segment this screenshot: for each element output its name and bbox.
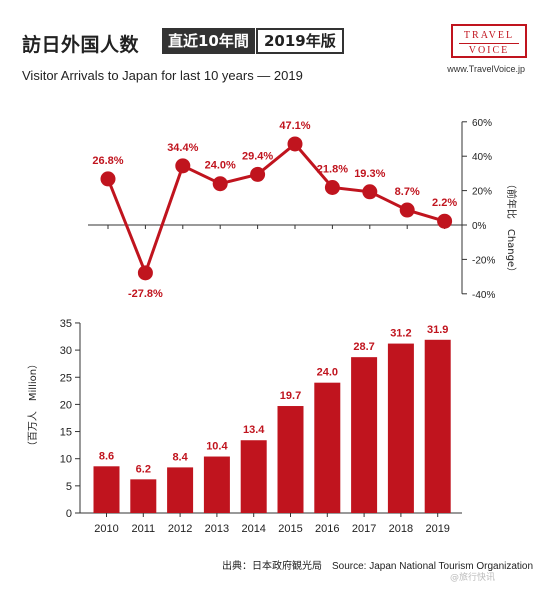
line-chart-point <box>362 184 378 200</box>
bar-chart-bar <box>240 440 267 513</box>
bar-chart-y-tick-label: 0 <box>66 508 72 520</box>
line-chart-data-label: 2.2% <box>432 197 457 209</box>
line-chart-point <box>137 265 153 281</box>
bar-chart-x-tick-label: 2013 <box>205 523 229 535</box>
line-chart-point <box>175 158 191 174</box>
bar-chart-data-label: 13.4 <box>243 424 265 436</box>
travelvoice-logo: TRAVEL VOICE <box>451 24 527 58</box>
period-badge: 直近10年間 <box>162 28 255 54</box>
watermark: @旅行快讯 <box>450 573 496 583</box>
bar-chart-y-tick-label: 5 <box>66 481 72 493</box>
edition-badge: 2019年版 <box>256 28 344 54</box>
line-chart-point <box>399 202 415 218</box>
chart-header: 訪日外国人数 直近10年間 2019年版 Visitor Arrivals to… <box>10 22 535 94</box>
bar-chart-data-label: 31.9 <box>427 324 448 336</box>
bar-chart-y-tick-label: 15 <box>60 427 72 439</box>
bar-chart-x-tick-label: 2014 <box>241 523 265 535</box>
bar-chart-bar <box>314 382 341 513</box>
line-chart-data-label: 8.7% <box>395 186 420 198</box>
line-chart-data-label: 21.8% <box>317 164 348 176</box>
bar-chart-y-tick-label: 30 <box>60 345 72 357</box>
bar-chart-bar <box>167 467 194 513</box>
bar-chart-y-tick-label: 35 <box>60 318 72 330</box>
bar-chart-data-label: 19.7 <box>280 390 301 402</box>
line-chart-y-axis-label: （前年比 Change） <box>505 179 518 277</box>
line-chart-point <box>324 180 340 196</box>
line-chart-y-tick-label: 20% <box>472 187 492 198</box>
bar-chart-x-tick-label: 2015 <box>278 523 302 535</box>
line-chart-y-tick-label: 60% <box>472 118 492 129</box>
source-note: 出典：日本政府観光局 Source: Japan National Touris… <box>222 561 534 572</box>
bar-chart-data-label: 10.4 <box>206 441 228 453</box>
chart-subtitle: Visitor Arrivals to Japan for last 10 ye… <box>22 68 303 83</box>
logo-line-voice: VOICE <box>459 43 519 57</box>
line-chart-point <box>250 166 266 182</box>
bar-chart-x-tick-label: 2012 <box>168 523 192 535</box>
bar-chart-bar <box>424 339 451 513</box>
bar-chart-bar <box>351 357 378 513</box>
bar-chart-data-label: 28.7 <box>353 341 374 353</box>
line-chart-point <box>437 213 453 229</box>
bar-chart-y-axis-label: （百万人 Million） <box>27 359 39 451</box>
bar-chart-bar <box>277 406 304 513</box>
bar-chart-x-tick-label: 2011 <box>131 523 155 535</box>
bar-chart-y-tick-label: 10 <box>60 454 72 466</box>
bar-chart-x-tick-label: 2017 <box>352 523 376 535</box>
line-chart-data-label: 24.0% <box>205 160 236 172</box>
line-chart-data-label: 26.8% <box>92 155 123 167</box>
line-chart-data-label: 19.3% <box>354 168 385 180</box>
line-chart-y-tick-label: 40% <box>472 152 492 163</box>
chart-title: 訪日外国人数 <box>22 34 140 56</box>
bar-chart-data-label: 8.4 <box>172 451 188 463</box>
bar-chart-bar <box>387 343 414 513</box>
line-chart-y-tick-label: -40% <box>472 290 495 301</box>
line-chart-point <box>212 176 228 192</box>
bar-chart-data-label: 6.2 <box>136 463 151 475</box>
line-chart-data-label: 47.1% <box>279 120 310 132</box>
bar-chart-data-label: 24.0 <box>317 367 338 379</box>
line-chart-series-line <box>106 141 446 278</box>
bar-chart-x-tick-label: 2016 <box>315 523 339 535</box>
bar-chart-bar <box>130 479 157 513</box>
line-chart-data-label: 34.4% <box>167 142 198 154</box>
bar-chart-data-label: 31.2 <box>390 328 411 340</box>
bar-chart-x-tick-label: 2018 <box>389 523 413 535</box>
line-chart-point <box>287 136 303 152</box>
line-chart-y-tick-label: 0% <box>472 221 487 232</box>
bar-chart-x-tick-label: 2019 <box>425 523 449 535</box>
bar-chart-bar <box>93 466 120 513</box>
bar-chart-bar <box>203 456 230 513</box>
line-chart-point <box>100 171 116 187</box>
bar-chart-y-tick-label: 20 <box>60 399 72 411</box>
website-url: www.TravelVoice.jp <box>447 64 525 74</box>
line-chart-y-tick-label: -20% <box>472 255 495 266</box>
line-chart-data-label: 29.4% <box>242 150 273 162</box>
bar-chart-data-label: 8.6 <box>99 450 114 462</box>
bar-chart-y-tick-label: 25 <box>60 372 72 384</box>
bar-chart-x-tick-label: 2010 <box>94 523 118 535</box>
logo-line-travel: TRAVEL <box>463 30 515 41</box>
line-chart-data-label: -27.8% <box>128 288 163 300</box>
